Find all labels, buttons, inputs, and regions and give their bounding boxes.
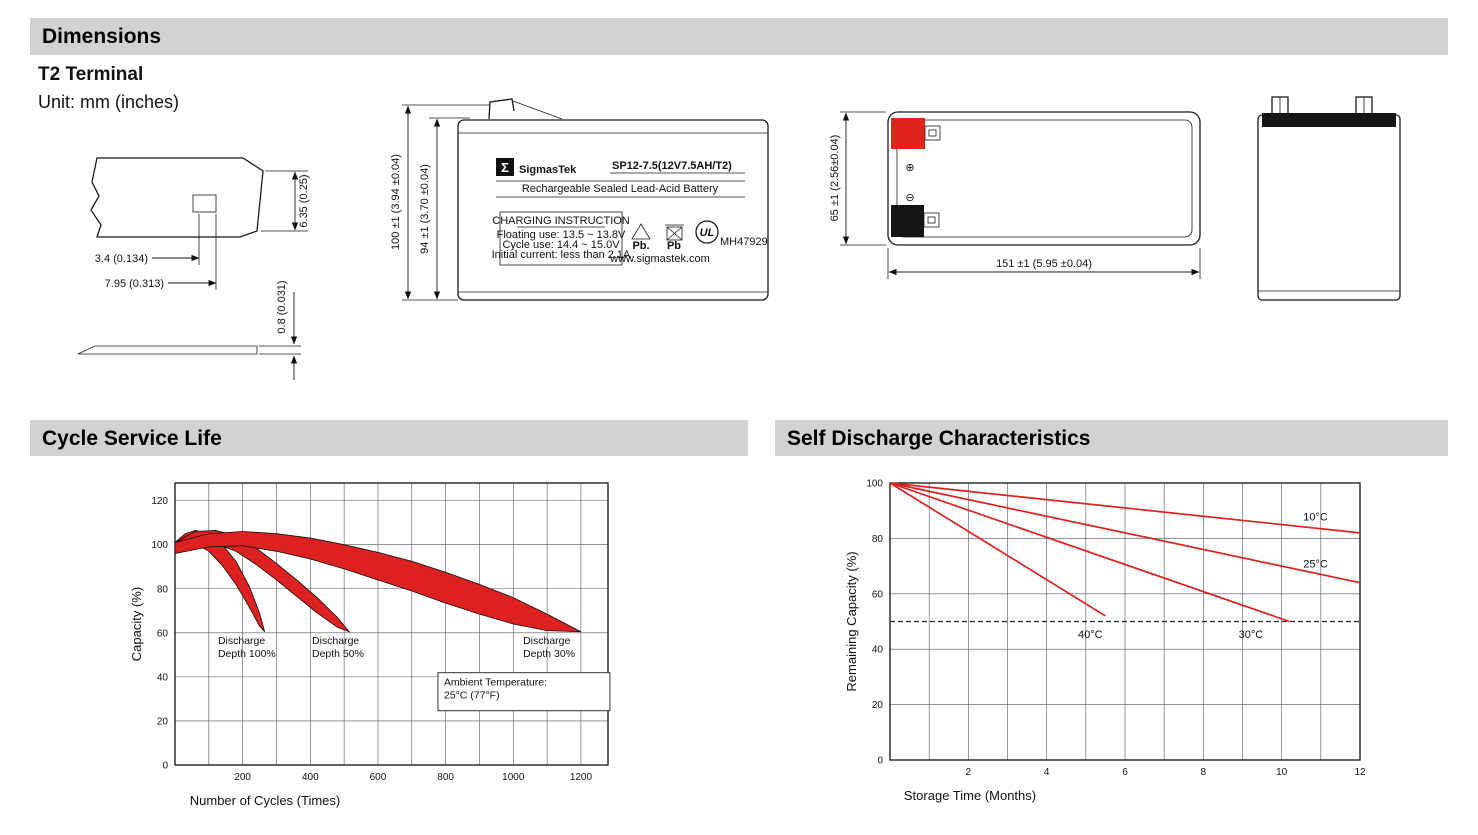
terminal-thickness-dim: 0.8 (0.031) — [276, 280, 288, 333]
brand-logo-icon — [496, 158, 514, 176]
brand-name: SigmasTek — [519, 164, 577, 176]
series-label: 25°C — [1303, 558, 1328, 570]
annotation: Discharge Depth 50% — [312, 635, 364, 660]
brand-logo-glyph: Σ — [501, 160, 509, 175]
series-10°C — [889, 482, 1361, 534]
svg-text:4: 4 — [1044, 767, 1050, 778]
model-number: SP12-7.5(12V7.5AH/T2) — [612, 160, 732, 172]
svg-text:800: 800 — [437, 772, 454, 783]
positive-terminal-marker — [891, 118, 925, 149]
svg-text:6: 6 — [1122, 767, 1128, 778]
plus-terminal-symbol: ⊕ — [905, 162, 914, 174]
svg-text:8: 8 — [1201, 767, 1207, 778]
charging-initial: Initial current: less than 2.1A — [492, 249, 631, 261]
svg-text:40: 40 — [157, 672, 169, 683]
svg-text:40: 40 — [872, 645, 884, 656]
pb-label-1: Pb. — [632, 240, 649, 252]
self-discharge-header: Self Discharge Characteristics — [775, 420, 1448, 456]
cycle_life-svg: Discharge Depth 100% Discharge Depth 50% Dis… — [129, 482, 611, 808]
terminal-width-dim: 7.95 (0.313) — [105, 278, 164, 290]
svg-text:12: 12 — [1354, 767, 1366, 778]
top-width-dim: 151 ±1 (5.95 ±0.04) — [996, 258, 1092, 270]
series-label: 40°C — [1078, 629, 1103, 641]
svg-text:20: 20 — [872, 700, 884, 711]
svg-text:60: 60 — [872, 589, 884, 600]
svg-text:80: 80 — [872, 534, 884, 545]
y-axis-title: Remaining Capacity (%) — [844, 551, 859, 691]
battery-side-view — [1257, 96, 1401, 301]
svg-text:100: 100 — [151, 540, 168, 551]
series-30°C — [889, 482, 1290, 623]
annotation: Discharge Depth 30% — [523, 635, 575, 660]
x-axis-title: Storage Time (Months) — [904, 788, 1036, 803]
y-axis-title: Capacity (%) — [129, 587, 144, 661]
charging-cycle: Cycle use: 14.4 ~ 15.0V — [502, 239, 620, 251]
tick-labels: 200 400 600 800 1000 1200 0 20 40 60 80 100 120 — [151, 496, 592, 783]
ul-mark-text: UL — [700, 227, 715, 239]
plot-border — [174, 482, 609, 766]
positive-terminal-tab — [924, 125, 941, 141]
self-discharge-chart: 10°C 25°C 30°C 40°C 2 4 6 8 10 12 0 20 40 60 80 100 Stor… — [790, 472, 1390, 817]
svg-text:1000: 1000 — [502, 772, 525, 783]
dimension-drawings: 6.35 (0.25) 3.4 (0.134) 7.95 (0.313) 0.8… — [77, 96, 1401, 380]
svg-text:10: 10 — [1276, 767, 1288, 778]
battery-top-view: 65 ±1 (2.56±0.04) ⊕ ⊖ 151 ±1 (5.95 ±0.04… — [829, 111, 1201, 279]
ul-file-number: MH47929 — [720, 236, 768, 248]
x-axis-title: Number of Cycles (Times) — [190, 793, 340, 808]
svg-text:20: 20 — [157, 716, 169, 727]
band-Discharge Depth 30% — [174, 531, 582, 633]
unit-note: Unit: mm (inches) — [38, 92, 180, 112]
annotation-box — [437, 672, 611, 712]
terminal-detail-drawing: 6.35 (0.25) 3.4 (0.134) 7.95 (0.313) 0.8… — [77, 157, 310, 380]
series-40°C — [889, 482, 1106, 617]
svg-text:600: 600 — [370, 772, 387, 783]
cycle-service-life-header: Cycle Service Life — [30, 420, 748, 456]
series-label: 10°C — [1303, 511, 1328, 523]
terminal-hole-offset-dim: 3.4 (0.134) — [95, 253, 148, 265]
svg-text:1200: 1200 — [570, 772, 593, 783]
series-label: 30°C — [1239, 629, 1264, 641]
recycle-icon — [631, 223, 651, 240]
charging-title: CHARGING INSTRUCTION — [492, 215, 630, 227]
svg-text:2: 2 — [966, 767, 972, 778]
svg-text:0: 0 — [877, 756, 883, 767]
self_discharge-svg: 10°C 25°C 30°C 40°C 2 4 6 8 10 12 0 20 40 60 80 100 Stor… — [844, 479, 1366, 804]
side-top-band — [1262, 113, 1396, 127]
annotation: Ambient Temperature: 25°C (77°F) — [444, 677, 547, 702]
svg-text:200: 200 — [234, 772, 251, 783]
svg-text:100: 100 — [866, 479, 883, 490]
front-case-height-dim: 94 ±1 (3.70 ±0.04) — [419, 164, 431, 254]
svg-text:0: 0 — [162, 761, 168, 772]
top-height-dim: 65 ±1 (2.56±0.04) — [829, 135, 841, 222]
svg-text:400: 400 — [302, 772, 319, 783]
battery-front-view: 100 ±1 (3.94 ±0.04) 94 ±1 (3.70 ±0.04) Σ… — [390, 98, 769, 301]
front-total-height-dim: 100 ±1 (3.94 ±0.04) — [390, 154, 402, 250]
annotation: Discharge Depth 100% — [218, 635, 276, 660]
svg-text:60: 60 — [157, 628, 169, 639]
terminal-height-dim: 6.35 (0.25) — [298, 174, 310, 227]
tick-labels: 2 4 6 8 10 12 0 20 40 60 80 100 — [866, 479, 1366, 779]
charging-floating: Floating use: 13.5 ~ 13.8V — [497, 229, 626, 241]
battery-type-line: Rechargeable Sealed Lead-Acid Battery — [522, 183, 719, 195]
series-25°C — [889, 482, 1361, 584]
negative-terminal-tab — [923, 212, 940, 228]
cycle-service-life-chart: Discharge Depth 100% Discharge Depth 50% Dis… — [95, 472, 635, 822]
no-trash-icon — [666, 226, 683, 241]
svg-text:80: 80 — [157, 584, 169, 595]
minus-terminal-symbol: ⊖ — [905, 192, 914, 204]
pb-label-2: Pb — [667, 240, 681, 252]
ul-mark-icon — [695, 220, 719, 244]
negative-terminal-marker — [891, 205, 924, 237]
dimensions-section-header: Dimensions — [30, 18, 1448, 55]
svg-text:120: 120 — [151, 496, 168, 507]
terminal-type-label: T2 Terminal — [38, 64, 144, 85]
website-text: www.sigmastek.com — [609, 253, 710, 265]
